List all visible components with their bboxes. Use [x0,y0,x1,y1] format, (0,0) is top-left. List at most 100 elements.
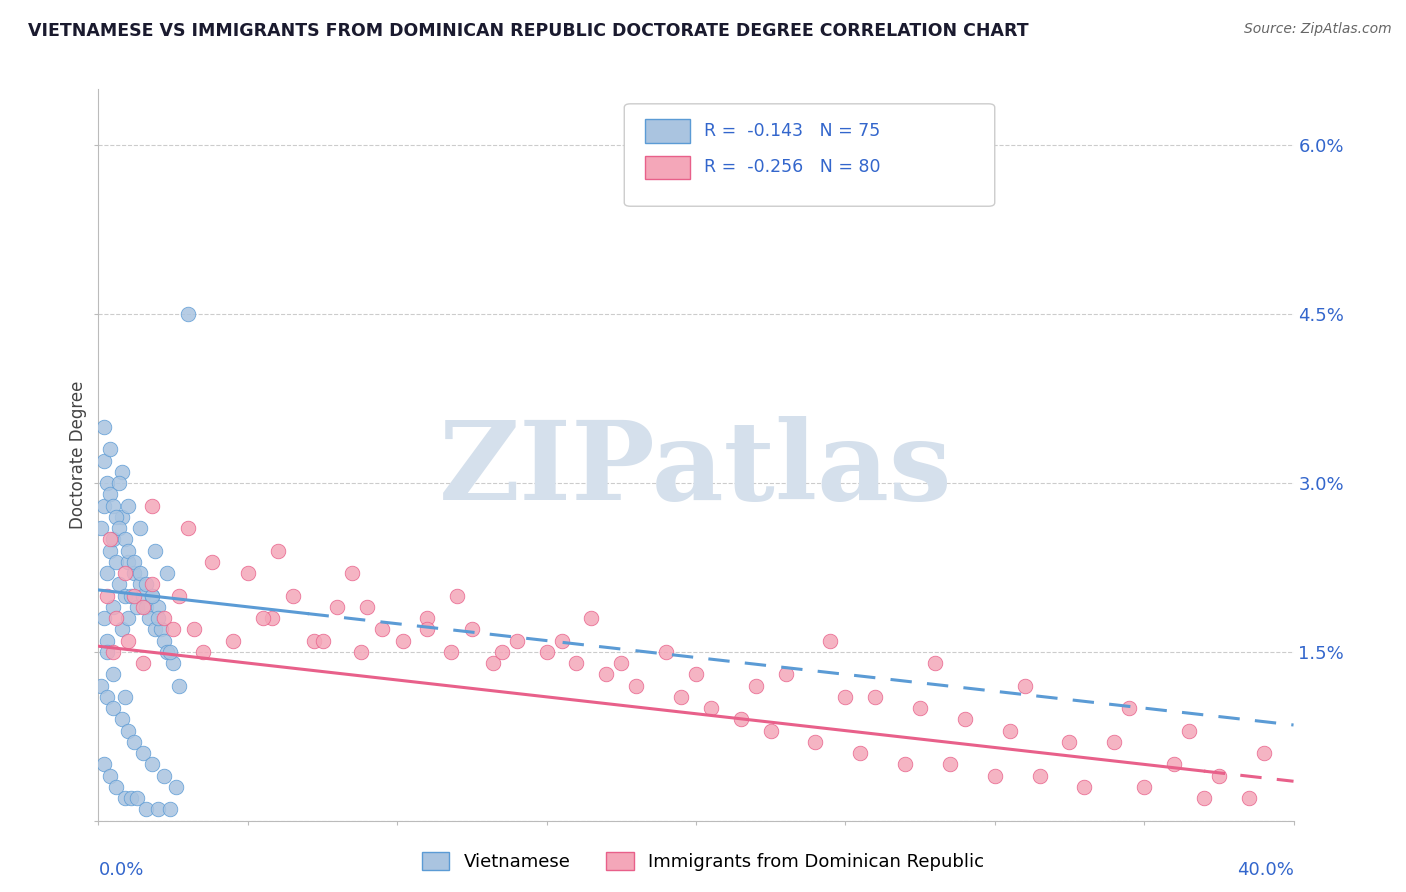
Point [461,623,484,637]
Point [135,802,157,816]
Point [610,656,633,670]
Point [165,780,187,794]
Point [141,499,163,513]
Point [96,633,118,648]
Point [103,667,125,681]
Point [100,769,122,783]
Point [111,712,134,726]
Point [105,509,128,524]
Point [117,611,139,625]
Point [326,599,349,614]
Point [143,543,166,558]
Point [117,499,139,513]
Point [141,577,163,591]
Point [96,645,118,659]
Point [124,735,146,749]
Text: 0.0%: 0.0% [98,861,143,879]
Point [143,623,166,637]
Point [129,577,152,591]
Point [446,589,468,603]
Point [863,690,887,704]
Point [984,769,1007,783]
Point [1208,769,1230,783]
Point [96,476,118,491]
Point [129,521,152,535]
Point [849,746,872,760]
Point [177,521,200,535]
Point [1118,701,1140,715]
Point [162,656,184,670]
Point [127,791,149,805]
Point [153,611,176,625]
Point [162,623,184,637]
Point [655,645,678,659]
Point [148,611,170,625]
Point [90,521,112,535]
Point [700,701,723,715]
Point [111,509,134,524]
Point [536,645,558,659]
Point [350,645,373,659]
Point [775,667,797,681]
Point [105,780,128,794]
Text: VIETNAMESE VS IMMIGRANTS FROM DOMINICAN REPUBLIC DOCTORATE DEGREE CORRELATION CH: VIETNAMESE VS IMMIGRANTS FROM DOMINICAN … [28,22,1029,40]
Point [159,802,181,816]
Point [953,712,976,726]
Point [1102,735,1125,749]
Point [998,723,1021,738]
Point [111,465,134,479]
Point [153,769,176,783]
Text: R =  -0.143   N = 75: R = -0.143 N = 75 [704,122,880,140]
Point [153,633,176,648]
Point [745,679,768,693]
Point [565,656,588,670]
Point [1059,735,1081,749]
Point [302,633,325,648]
Point [371,623,394,637]
Point [481,656,503,670]
Point [103,499,125,513]
Point [108,476,131,491]
Point [191,645,214,659]
Point [141,757,163,772]
Point [1133,780,1156,794]
Point [356,599,378,614]
Point [93,499,115,513]
Point [440,645,463,659]
Point [236,566,259,580]
Point [177,307,200,321]
Point [894,757,917,772]
Point [100,543,122,558]
Point [581,611,603,625]
Point [183,623,205,637]
Point [252,611,274,625]
Point [1073,780,1095,794]
Point [141,589,163,603]
Point [124,589,146,603]
Point [132,656,155,670]
Point [105,611,128,625]
Point [103,645,125,659]
Point [135,577,157,591]
Point [416,623,439,637]
Point [924,656,946,670]
Text: 40.0%: 40.0% [1237,861,1294,879]
Point [1237,791,1260,805]
Point [117,633,139,648]
Y-axis label: Doctorate Degree: Doctorate Degree [69,381,87,529]
Point [730,712,752,726]
Text: ZIPatlas: ZIPatlas [439,416,953,523]
Point [222,633,245,648]
Point [114,690,136,704]
Point [201,555,224,569]
Point [156,645,179,659]
FancyBboxPatch shape [644,120,690,143]
Point [111,623,134,637]
Point [148,599,170,614]
Point [804,735,827,749]
Point [93,419,115,434]
Point [506,633,529,648]
Point [100,533,122,547]
Point [669,690,692,704]
Point [93,757,115,772]
